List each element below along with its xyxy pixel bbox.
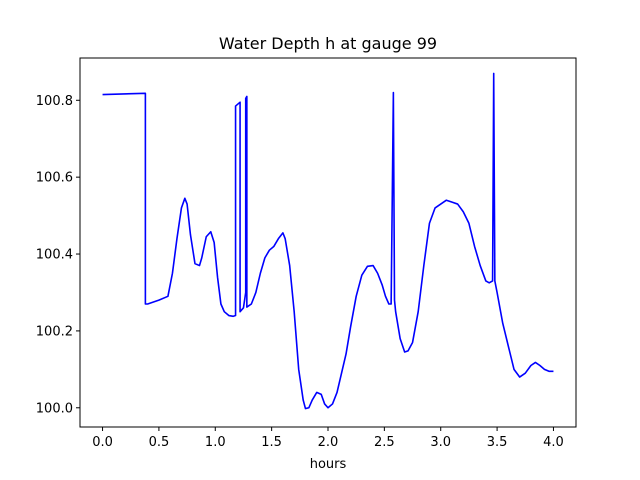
x-tick-label: 1.0 bbox=[205, 435, 226, 450]
y-tick-label: 100.8 bbox=[36, 94, 73, 109]
plot-area-frame bbox=[79, 57, 577, 428]
x-tick-label: 4.0 bbox=[543, 435, 564, 450]
x-tick-label: 3.5 bbox=[487, 435, 508, 450]
y-axis: 100.0 100.2 100.4 100.6 100.8 bbox=[36, 94, 80, 416]
x-tick-label: 3.0 bbox=[430, 435, 451, 450]
chart-title: Water Depth h at gauge 99 bbox=[219, 34, 437, 53]
x-tick-label: 0.0 bbox=[92, 435, 113, 450]
water-depth-series-line bbox=[102, 72, 554, 410]
x-tick-label: 1.5 bbox=[261, 435, 282, 450]
x-tick-label: 2.0 bbox=[318, 435, 339, 450]
x-axis-label: hours bbox=[310, 457, 347, 472]
x-tick-label: 0.5 bbox=[149, 435, 170, 450]
x-axis: 0.0 0.5 1.0 1.5 2.0 2.5 3.0 3.5 4.0 bbox=[92, 427, 564, 450]
y-tick-label: 100.4 bbox=[36, 248, 73, 263]
y-tick-label: 100.0 bbox=[36, 401, 73, 416]
y-tick-label: 100.2 bbox=[36, 324, 73, 339]
x-tick-label: 2.5 bbox=[374, 435, 395, 450]
y-tick-label: 100.6 bbox=[36, 171, 73, 186]
